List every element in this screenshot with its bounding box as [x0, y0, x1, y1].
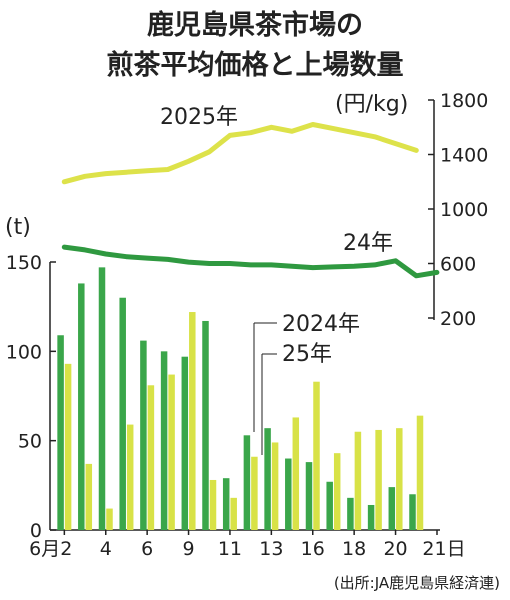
- line-series-24: [61, 244, 440, 279]
- bar-25-9: [209, 479, 217, 530]
- quantity-tick-label-100: 100: [6, 341, 42, 363]
- quantity-tick-label-50: 50: [18, 431, 42, 453]
- bar-25-6: [147, 385, 155, 530]
- price-tick-label-1000: 1000: [440, 199, 488, 221]
- bar-25-7: [168, 374, 175, 530]
- bar-25-19: [416, 415, 424, 530]
- bar-25-2: [64, 363, 72, 530]
- bar-2024-16: [347, 497, 354, 530]
- price-tick-label-1400: 1400: [440, 145, 488, 167]
- bar-25-18: [396, 428, 403, 530]
- chart-title-line-2: 煎茶平均価格と上場数量: [107, 49, 404, 81]
- x-tick-label-7: 18: [342, 538, 366, 560]
- series-label-bar-2024: 2024年: [282, 312, 360, 337]
- bar-2024-14: [305, 462, 313, 530]
- bar-2024-2: [57, 335, 64, 530]
- bar-2024-3: [78, 283, 85, 530]
- quantity-tick-label-0: 0: [30, 520, 42, 542]
- x-tick-label-5: 13: [259, 538, 283, 560]
- bar-25-8: [189, 312, 196, 530]
- bar-2024-11: [243, 435, 251, 530]
- bar-2024-5: [119, 297, 126, 530]
- bar-25-15: [333, 453, 341, 530]
- bar-25-16: [354, 431, 362, 530]
- quantity-axis-unit: (t): [5, 215, 31, 240]
- x-tick-label-0: 6月2: [29, 538, 72, 560]
- bar-2024-9: [202, 320, 209, 530]
- source-note: (出所:JA鹿児島県経済連): [334, 574, 500, 592]
- bar-2024-18: [388, 487, 396, 530]
- bar-25-11: [251, 456, 258, 530]
- line-series-2025: [61, 122, 419, 185]
- bar-2024-12: [264, 428, 271, 530]
- bar-25-3: [85, 463, 93, 530]
- series-label-24: 24年: [343, 231, 393, 256]
- bar-2024-4: [98, 267, 106, 530]
- series-label-2025: 2025年: [160, 105, 238, 130]
- chart-title-line-1: 鹿児島県茶市場の: [147, 9, 363, 41]
- price-tick-label-1800: 1800: [440, 90, 488, 112]
- bar-2024-19: [409, 494, 416, 530]
- price-tick-label-600: 600: [440, 254, 476, 276]
- bar-2024-17: [367, 504, 375, 530]
- bar-25-4: [106, 508, 113, 530]
- x-tick-label-8: 20: [383, 538, 407, 560]
- x-tick-label-3: 9: [183, 538, 195, 560]
- quantity-tick-label-150: 150: [6, 252, 42, 274]
- x-tick-label-2: 6: [141, 538, 153, 560]
- bar-25-5: [126, 424, 134, 530]
- bar-2024-10: [222, 478, 230, 530]
- x-tick-label-6: 16: [301, 538, 325, 560]
- bar-25-13: [292, 417, 300, 530]
- bar-2024-13: [285, 458, 292, 530]
- series-label-bar-25: 25年: [282, 342, 332, 367]
- bar-2024-15: [326, 481, 333, 530]
- bar-2024-6: [140, 340, 147, 530]
- x-tick-label-9: 21日: [422, 538, 465, 560]
- price-tick-label-200: 200: [440, 308, 476, 330]
- bar-2024-8: [181, 356, 189, 530]
- x-tick-label-1: 4: [100, 538, 112, 560]
- bar-2024-7: [160, 351, 168, 530]
- bar-25-10: [230, 497, 237, 530]
- x-tick-label-4: 11: [218, 538, 242, 560]
- price-axis-unit: (円/kg): [335, 92, 408, 117]
- bar-25-12: [271, 442, 279, 530]
- bar-25-17: [375, 429, 382, 530]
- bar-25-14: [313, 381, 320, 530]
